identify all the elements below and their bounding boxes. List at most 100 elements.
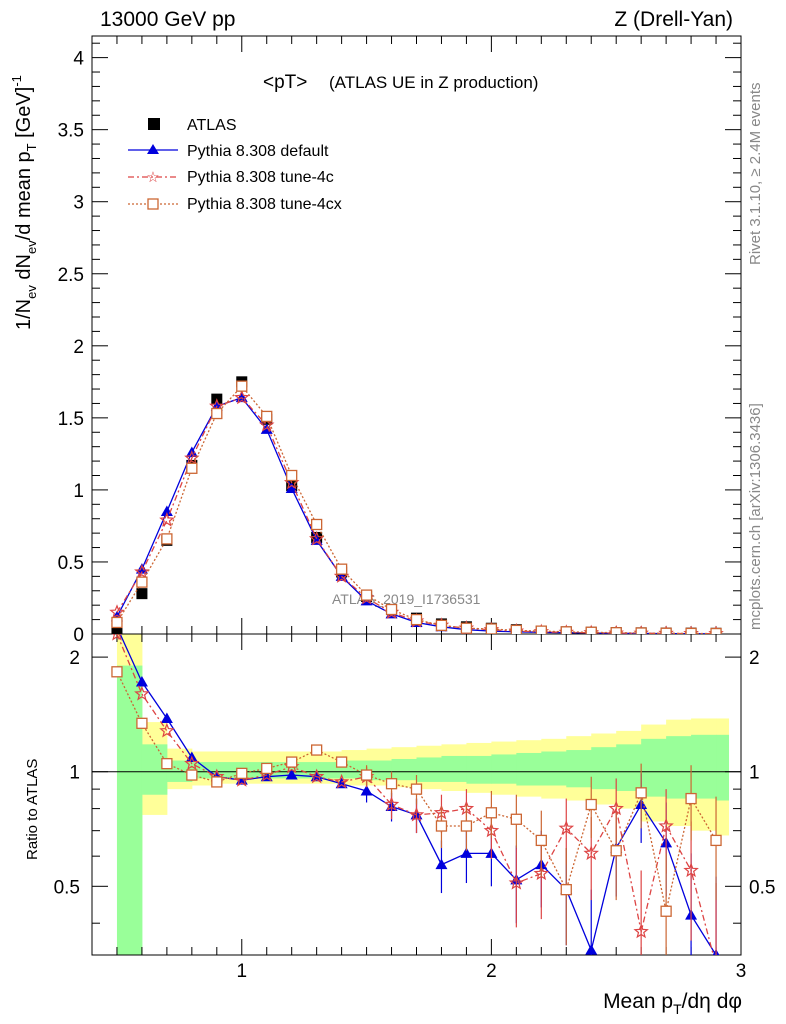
legend-atlas-marker <box>148 118 160 130</box>
ratio-y-tick-label-right: 2 <box>749 648 760 669</box>
ratio-series-group <box>111 634 722 955</box>
green-band-bin <box>691 734 717 799</box>
ratio-y-tick-label-left: 0.5 <box>54 877 80 898</box>
main-y-tick-label: 0 <box>73 625 84 646</box>
green-band-bin <box>516 752 542 786</box>
ratio-point-tune4cx <box>535 834 547 847</box>
main-point-default <box>285 482 298 493</box>
ratio-point-tune4c <box>159 722 175 738</box>
main-point-tune4cx <box>510 624 522 634</box>
ratio-point-tune4cx <box>211 776 223 788</box>
ratio-point-tune4cx <box>111 666 123 678</box>
main-point-tune4cx <box>460 622 473 634</box>
legend-default-marker <box>147 144 159 154</box>
ratio-y-axis-label: Ratio to ATLAS <box>24 759 41 860</box>
green-band-bin <box>491 754 517 784</box>
green-band-bin <box>591 747 617 790</box>
ratio-point-tune4c <box>508 874 525 890</box>
ratio-point-tune4c <box>583 845 599 861</box>
main-point-tune4cx <box>435 619 448 632</box>
main-point-tune4cx <box>660 627 672 634</box>
main-y-tick-label: 1 <box>73 481 84 502</box>
ratio-point-tune4cx <box>560 883 572 896</box>
ratio-point-tune4cx <box>385 778 398 790</box>
ratio-point-tune4cx <box>360 769 373 781</box>
green-band-bin <box>541 751 567 786</box>
ratio-point-tune4c <box>308 768 325 784</box>
main-point-tune4cx <box>186 462 198 474</box>
ratio-point-tune4cx <box>585 798 597 811</box>
main-y-tick-label: 3.5 <box>58 121 84 142</box>
ratio-point-tune4cx <box>510 813 522 825</box>
ratio-point-tune4c <box>134 685 150 701</box>
ratio-point-tune4cx <box>286 756 298 768</box>
green-band-bin <box>116 665 143 955</box>
main-y-tick-label: 2 <box>73 337 84 358</box>
ratio-point-tune4cx <box>435 820 448 832</box>
green-band-bin <box>416 757 442 782</box>
main-y-tick-label: 1.5 <box>58 409 84 430</box>
ratio-point-tune4cx <box>136 717 148 729</box>
header-left: 13000 GeV pp <box>100 8 235 31</box>
ratio-y-tick-label-right: 1 <box>749 763 760 784</box>
main-point-tune4cx <box>535 625 547 634</box>
main-point-tune4c <box>184 450 200 465</box>
x-tick-label: 2 <box>486 961 497 982</box>
ratio-point-tune4cx <box>161 757 173 770</box>
ratio-point-default <box>285 769 298 780</box>
ratio-point-tune4cx <box>685 792 697 805</box>
x-tick-label: 3 <box>736 961 747 982</box>
ratio-point-tune4cx <box>710 834 722 847</box>
legend: ATLAS Pythia 8.308 default ☆ Pythia 8.30… <box>128 117 342 213</box>
main-point-tune4cx <box>136 576 148 588</box>
ratio-point-tune4c <box>408 806 425 822</box>
main-y-tick-label: 2.5 <box>58 265 84 286</box>
green-band-bin <box>666 736 692 799</box>
main-point-tune4cx <box>710 627 722 634</box>
analysis-watermark: ATLAS_2019_I1736531 <box>332 591 481 607</box>
main-point-tune4c <box>234 389 250 405</box>
main-point-tune4cx <box>585 626 597 634</box>
main-point-tune4cx <box>410 613 423 626</box>
main-point-tune4cx <box>335 563 348 575</box>
green-band-bin <box>566 750 592 788</box>
legend-atlas-label: ATLAS <box>187 117 237 134</box>
ratio-point-tune4cx <box>485 807 498 819</box>
green-band-bin <box>441 755 467 782</box>
ratio-y-tick-label-right: 0.5 <box>749 877 775 898</box>
main-point-atlas <box>136 588 148 600</box>
ratio-point-default <box>460 847 473 858</box>
main-point-tune4c <box>159 512 175 527</box>
main-y-tick-label: 4 <box>73 49 84 70</box>
plot-title-sub: (ATLAS UE in Z production) <box>329 73 538 92</box>
ratio-point-tune4c <box>184 755 200 771</box>
main-point-tune4cx <box>485 623 498 634</box>
main-point-tune4cx <box>161 533 173 545</box>
main-point-tune4cx <box>286 469 298 482</box>
ratio-point-default <box>160 712 173 723</box>
ratio-point-default <box>435 858 448 870</box>
green-band-bin <box>466 755 492 784</box>
main-y-axis-label: 1/Nev dNev/d mean pT [GeV]-1 <box>9 75 39 330</box>
ratio-point-tune4cx <box>236 767 248 780</box>
panel-frames: 1 2 3 0 0.5 1 1.5 2 2.5 3 3.5 4 0.5 0.5 1 1 2 2 <box>54 35 775 982</box>
main-point-tune4cx <box>311 518 323 531</box>
main-point-tune4cx <box>236 380 248 392</box>
main-y-tick-label: 0.5 <box>58 553 84 574</box>
legend-default-label: Pythia 8.308 default <box>187 143 329 160</box>
header-right: Z (Drell-Yan) <box>614 8 733 31</box>
ratio-point-tune4c <box>333 773 350 789</box>
legend-tune4c-marker: ☆ <box>146 168 159 186</box>
main-y-tick-label: 3 <box>73 193 84 214</box>
main-point-tune4c <box>109 604 125 619</box>
main-point-tune4cx <box>211 407 223 420</box>
green-band-bin <box>641 738 667 797</box>
main-point-tune4cx <box>261 410 273 423</box>
ratio-point-tune4cx <box>460 820 473 832</box>
ratio-point-tune4cx <box>410 783 423 795</box>
main-point-tune4c <box>308 530 325 546</box>
ratio-y-tick-label-left: 1 <box>69 763 80 784</box>
ratio-point-tune4cx <box>311 744 323 756</box>
rivet-label: Rivet 3.1.10, ≥ 2.4M events <box>747 83 764 266</box>
ratio-point-tune4c <box>683 862 699 878</box>
